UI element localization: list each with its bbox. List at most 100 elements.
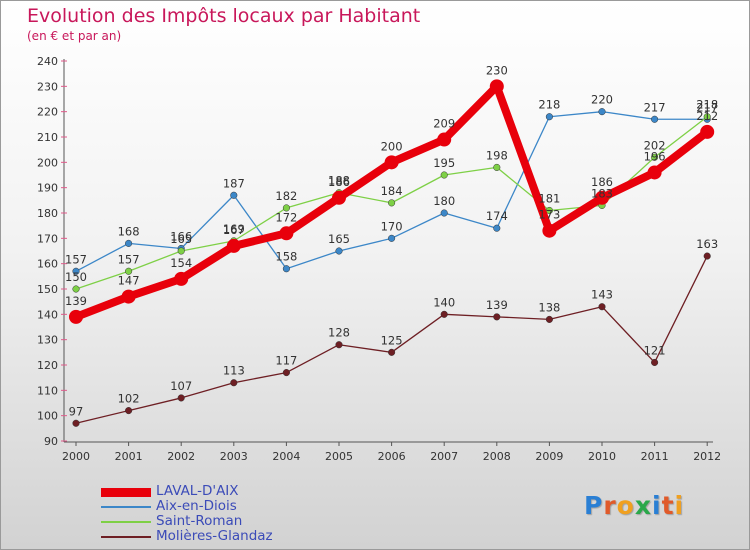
- y-tick-label: 150: [37, 283, 58, 296]
- y-tick-label: 100: [37, 410, 58, 423]
- logo-letter: x: [634, 491, 652, 520]
- logo-letter: P: [584, 491, 604, 520]
- data-label: 165: [170, 232, 192, 246]
- y-tick-label: 200: [37, 156, 58, 169]
- proxiti-logo: Proxiti: [584, 491, 684, 520]
- data-label: 150: [65, 270, 87, 284]
- data-point: [174, 271, 189, 286]
- data-point: [177, 247, 185, 255]
- data-label: 186: [328, 175, 350, 189]
- legend-swatch: [101, 536, 151, 538]
- data-label: 117: [275, 354, 297, 368]
- data-point: [282, 204, 290, 212]
- data-point: [700, 124, 715, 139]
- data-label: 188: [328, 174, 350, 188]
- x-tick-label: 2005: [325, 450, 353, 463]
- data-label: 165: [328, 232, 350, 246]
- data-label: 167: [223, 223, 245, 237]
- data-point: [335, 341, 343, 349]
- data-label: 218: [696, 98, 718, 112]
- data-point: [493, 313, 501, 321]
- chart-title: Evolution des Impôts locaux par Habitant: [27, 5, 421, 27]
- x-tick-label: 2007: [430, 450, 458, 463]
- data-label: 157: [118, 252, 140, 266]
- x-tick-label: 2008: [483, 450, 511, 463]
- data-label: 143: [591, 288, 613, 302]
- data-point: [703, 252, 711, 260]
- data-point: [440, 171, 448, 179]
- legend-label: LAVAL-D'AIX: [156, 483, 239, 499]
- legend-swatch: [101, 506, 151, 508]
- data-point: [493, 224, 501, 232]
- data-label: 157: [65, 252, 87, 266]
- data-label: 140: [433, 295, 455, 309]
- data-label: 125: [381, 333, 403, 347]
- data-label: 230: [486, 63, 508, 77]
- data-label: 195: [433, 156, 455, 170]
- data-point: [279, 226, 294, 241]
- data-point: [125, 267, 133, 275]
- x-tick-label: 2009: [535, 450, 563, 463]
- data-point: [125, 239, 133, 247]
- data-point: [230, 379, 238, 387]
- data-point: [230, 191, 238, 199]
- logo-letter: i: [652, 491, 662, 520]
- data-point: [335, 247, 343, 255]
- y-tick-label: 130: [37, 334, 58, 347]
- data-point: [545, 113, 553, 121]
- data-label: 139: [65, 294, 87, 308]
- data-label: 209: [433, 117, 455, 131]
- data-label: 139: [486, 298, 508, 312]
- logo-letter: t: [661, 491, 675, 520]
- data-label: 168: [118, 224, 140, 238]
- data-label: 198: [486, 148, 508, 162]
- data-label: 121: [644, 343, 666, 357]
- data-label: 102: [118, 392, 140, 406]
- y-tick-label: 140: [37, 308, 58, 321]
- data-point: [595, 190, 609, 205]
- y-tick-label: 190: [37, 182, 58, 195]
- chart-subtitle: (en € et par an): [27, 29, 122, 43]
- data-point: [651, 358, 659, 367]
- data-label: 187: [223, 176, 245, 190]
- x-tick-label: 2000: [62, 450, 90, 463]
- data-point: [388, 234, 396, 242]
- data-label: 181: [538, 191, 560, 205]
- data-label: 128: [328, 326, 350, 340]
- data-label: 186: [591, 175, 613, 189]
- data-label: 202: [644, 138, 666, 152]
- legend-swatch: [101, 521, 151, 523]
- data-label: 163: [696, 237, 718, 251]
- data-label: 169: [223, 222, 245, 236]
- data-label: 138: [538, 300, 560, 314]
- x-tick-label: 2011: [641, 450, 669, 463]
- data-point: [72, 267, 80, 275]
- data-label: 158: [275, 250, 297, 264]
- data-point: [493, 163, 501, 171]
- y-tick-label: 240: [37, 55, 58, 68]
- data-label: 196: [644, 149, 666, 163]
- data-point: [647, 165, 662, 180]
- data-point: [72, 285, 80, 293]
- data-point: [651, 153, 659, 161]
- data-point: [598, 303, 606, 311]
- data-label: 154: [170, 256, 192, 270]
- data-label: 217: [696, 100, 718, 114]
- data-point: [282, 265, 290, 273]
- legend-label: Molières-Glandaz: [156, 528, 273, 544]
- data-point: [545, 315, 553, 323]
- data-label: 184: [381, 184, 403, 198]
- x-tick-label: 2012: [693, 450, 721, 463]
- data-label: 170: [381, 219, 403, 233]
- x-tick-label: 2002: [167, 450, 195, 463]
- data-label: 217: [644, 100, 666, 114]
- data-point: [226, 238, 241, 253]
- data-point: [121, 289, 136, 304]
- data-point: [177, 394, 185, 402]
- x-tick-label: 2004: [272, 450, 300, 463]
- data-label: 172: [275, 210, 297, 224]
- legend-label: Saint-Roman: [156, 513, 243, 529]
- data-point: [489, 79, 504, 94]
- data-label: 166: [170, 229, 192, 243]
- logo-letter: o: [616, 491, 635, 520]
